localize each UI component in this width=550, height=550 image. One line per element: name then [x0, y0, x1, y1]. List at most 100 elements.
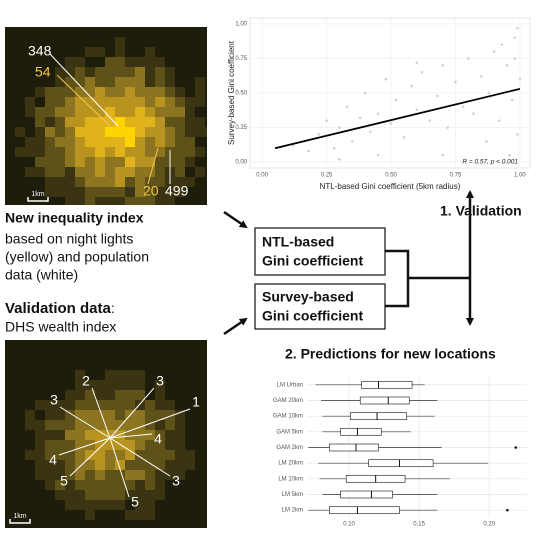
map-pixel — [115, 450, 125, 460]
map-pixel — [95, 147, 105, 157]
map-pixel — [165, 77, 175, 87]
map-pixel — [175, 147, 185, 157]
map-label: 499 — [165, 183, 189, 199]
map-pixel — [155, 187, 165, 197]
map-pixel — [105, 370, 115, 380]
point — [518, 77, 522, 81]
map-pixel — [75, 450, 85, 460]
index-line: (yellow) and population — [5, 249, 149, 265]
map-pixel — [85, 450, 95, 460]
outlier — [514, 446, 518, 449]
map-pixel — [85, 500, 95, 510]
map-pixel — [95, 127, 105, 137]
ray — [69, 437, 111, 477]
map-pixel — [45, 157, 55, 167]
map-pixel — [145, 147, 155, 157]
map-pixel — [175, 430, 185, 440]
map-pixel — [165, 97, 175, 107]
map-pixel — [105, 107, 115, 117]
map-pixel — [95, 77, 105, 87]
map-pixel — [85, 157, 95, 167]
validation-line: DHS wealth index — [5, 319, 116, 335]
x-tick-label: 0.25 — [321, 173, 333, 179]
map-pixel — [105, 137, 115, 147]
category-label: GAM 2km — [276, 445, 303, 451]
map-pixel — [95, 197, 105, 205]
point — [415, 108, 419, 111]
map-pixel — [95, 500, 105, 510]
map-pixel — [145, 490, 155, 500]
label-leader — [56, 74, 113, 129]
map-pixel — [35, 117, 45, 127]
map-pixel — [95, 67, 105, 77]
category-label: GAM 5km — [276, 429, 303, 435]
map-pixel — [135, 410, 145, 420]
map-pixel — [135, 370, 145, 380]
map-pixel — [105, 177, 115, 187]
scale-bar — [27, 197, 49, 202]
map-pixel — [45, 127, 55, 137]
map-pixel — [15, 147, 25, 157]
validation-title: Validation data: — [5, 300, 115, 317]
map-pixel — [35, 440, 45, 450]
point — [498, 119, 501, 122]
index-title: New inequality index — [5, 210, 144, 226]
map-pixel — [155, 97, 165, 107]
map-pixel — [175, 167, 185, 177]
category-label: GAM 10km — [273, 414, 303, 420]
box — [329, 443, 379, 452]
map-pixel — [65, 127, 75, 137]
map-pixel — [155, 77, 165, 87]
point — [467, 57, 470, 60]
map-pixel — [115, 500, 125, 510]
map-pixel — [55, 77, 65, 87]
map-pixel — [35, 420, 45, 430]
map-pixel — [95, 87, 105, 97]
map-pixel — [145, 127, 155, 137]
top-map — [5, 27, 207, 205]
map-pixel — [85, 147, 95, 157]
map-pixel — [25, 167, 35, 177]
map-pixel — [85, 87, 95, 97]
map-pixel — [135, 440, 145, 450]
map-pixel — [145, 440, 155, 450]
map-label: 3 — [156, 373, 164, 389]
map-pixel — [125, 177, 135, 187]
map-pixel — [155, 107, 165, 117]
fit-line — [274, 87, 521, 150]
map-pixel — [65, 410, 75, 420]
box — [361, 380, 413, 389]
map-pixel — [95, 480, 105, 490]
map-pixel — [95, 420, 105, 430]
map-pixel — [165, 87, 175, 97]
point — [500, 43, 504, 46]
map-pixel — [155, 117, 165, 127]
map-pixel — [195, 127, 205, 137]
map-pixel — [115, 177, 125, 187]
map-pixel — [95, 177, 105, 187]
map-pixel — [135, 107, 145, 117]
map-label: 20 — [143, 183, 159, 199]
point — [446, 126, 450, 129]
map-pixel — [85, 380, 95, 390]
map-pixel — [65, 390, 75, 400]
map-pixel — [65, 97, 75, 107]
map-pixel — [85, 420, 95, 430]
map-pixel — [125, 97, 135, 107]
category-label: LM 10km — [278, 476, 303, 482]
box — [340, 427, 382, 436]
map-pixel — [195, 167, 205, 177]
map-pixel — [175, 420, 185, 430]
bottom-map — [5, 340, 207, 528]
map-pixel — [65, 420, 75, 430]
point — [441, 153, 444, 157]
map-pixel — [115, 187, 125, 197]
map-pixel — [115, 480, 125, 490]
map-pixel — [45, 187, 55, 197]
map-pixel — [145, 410, 155, 420]
label-leader — [147, 147, 159, 185]
map-pixel — [185, 117, 195, 127]
map-pixel — [135, 147, 145, 157]
map-pixel — [55, 127, 65, 137]
map-pixel — [15, 127, 25, 137]
